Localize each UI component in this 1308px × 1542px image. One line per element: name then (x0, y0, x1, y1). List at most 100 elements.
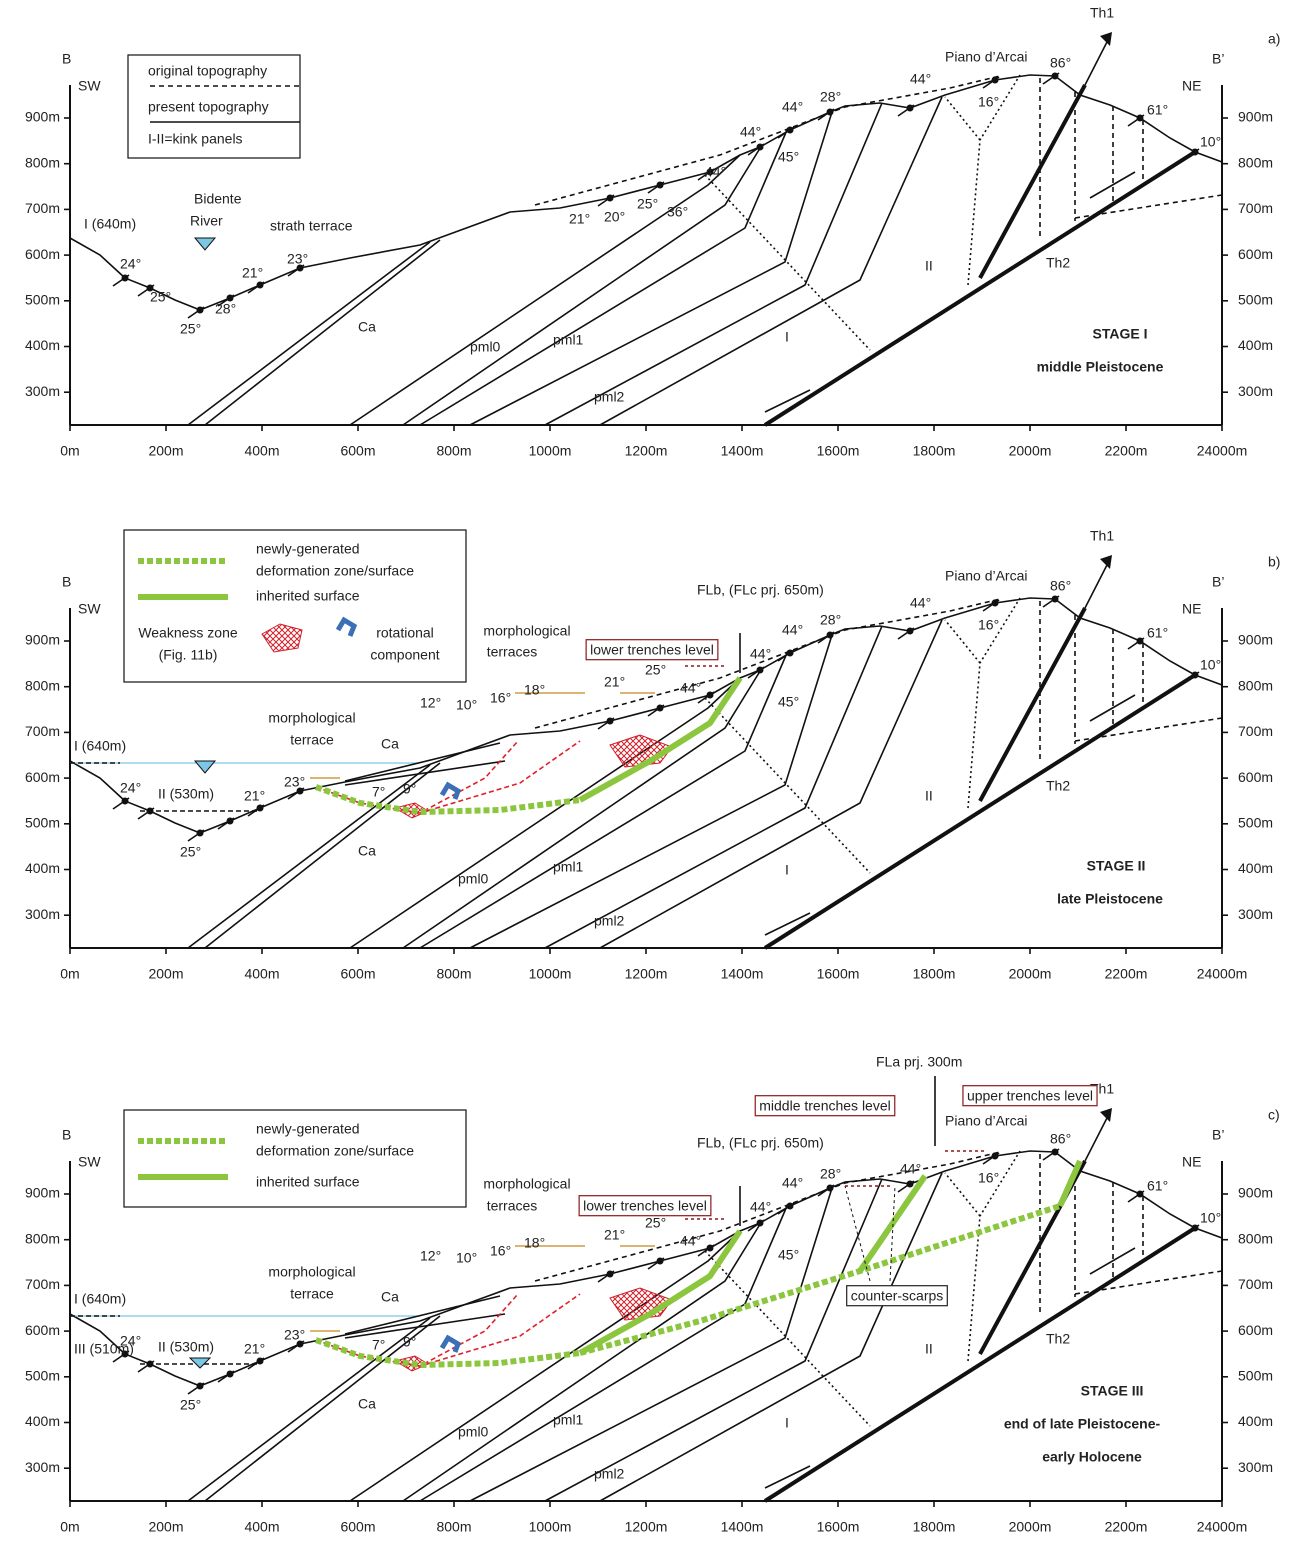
annotation: 36° (667, 204, 688, 220)
annotation: 25° (180, 1397, 201, 1413)
y-tick-label: 500m (25, 1368, 60, 1384)
annotation: morphological (483, 623, 570, 639)
end-label: B’ (1212, 51, 1224, 67)
annotation: 86° (1050, 578, 1071, 594)
annotation: 45° (778, 694, 799, 710)
annotation: morphological (483, 1176, 570, 1192)
annotation: terraces (487, 1198, 538, 1214)
annotation: 16° (490, 1243, 511, 1259)
bedding (205, 240, 440, 425)
legend-entry: inherited surface (256, 588, 360, 604)
x-tick-label: 2000m (1009, 966, 1052, 982)
x-tick-label: 1200m (625, 966, 668, 982)
x-tick-label: 200m (148, 443, 183, 459)
x-tick-label: 24000m (1197, 443, 1248, 459)
original-topography (535, 599, 1000, 728)
annotation: pml2 (594, 913, 625, 929)
y-tick-label: 800m (1238, 154, 1273, 170)
end-label: B (62, 51, 71, 67)
annotation: Th1 (1090, 5, 1114, 21)
legend-entry: component (370, 647, 439, 663)
annotation: II (530m) (158, 1339, 214, 1355)
x-tick-label: 1400m (721, 1519, 764, 1535)
annotation: Bidente (194, 191, 242, 207)
annotation: 44° (782, 1175, 803, 1191)
x-tick-label: 1000m (529, 443, 572, 459)
bedding (545, 1179, 882, 1501)
y-tick-label: 300m (1238, 1459, 1273, 1475)
annotation: I (640m) (74, 738, 126, 754)
y-tick-label: 500m (1238, 292, 1273, 308)
legend-entry: I-II=kink panels (148, 131, 243, 147)
y-tick-label: 600m (1238, 769, 1273, 785)
x-tick-label: 800m (436, 443, 471, 459)
legend-entry: inherited surface (256, 1174, 360, 1190)
x-tick-label: 1200m (625, 1519, 668, 1535)
annotation: FLb, (FLc prj. 650m) (697, 1135, 824, 1151)
annotation: 16° (978, 94, 999, 110)
y-tick-label: 500m (25, 292, 60, 308)
annotation: 44° (705, 164, 726, 180)
original-topography (535, 76, 1000, 205)
annotation: terrace (290, 1286, 334, 1302)
x-tick-label: 0m (60, 443, 79, 459)
y-tick-label: 300m (25, 906, 60, 922)
x-tick-label: 1000m (529, 1519, 572, 1535)
annotation: Piano d’Arcai (945, 568, 1028, 584)
y-tick-label: 700m (25, 1276, 60, 1292)
x-tick-label: 1000m (529, 966, 572, 982)
y-tick-label: 900m (25, 109, 60, 125)
thrust-th1-tip (1085, 40, 1108, 85)
annotation: Ca (358, 1396, 376, 1412)
annotation: 28° (820, 1166, 841, 1182)
terrace-line (345, 743, 500, 781)
annotation: 44° (782, 622, 803, 638)
annotation: 25° (150, 289, 171, 305)
x-tick-label: 800m (436, 966, 471, 982)
end-label: B (62, 1127, 71, 1143)
pointer (845, 1186, 870, 1281)
annotation: 44° (680, 1233, 701, 1249)
annotation: II (925, 1341, 933, 1357)
annotation: Th2 (1046, 255, 1070, 271)
rotation-icon (442, 1338, 458, 1352)
y-tick-label: 400m (1238, 860, 1273, 876)
bedding (188, 765, 430, 948)
annotation: 7° (372, 784, 385, 800)
y-tick-label: 700m (1238, 200, 1273, 216)
annotation: upper trenches level (967, 1088, 1093, 1104)
x-tick-label: 24000m (1197, 1519, 1248, 1535)
annotation: Ca (358, 843, 376, 859)
annotation: 21° (244, 1341, 265, 1357)
y-tick-label: 600m (1238, 1322, 1273, 1338)
x-tick-label: 0m (60, 1519, 79, 1535)
terrace-line (345, 761, 505, 785)
inherited-surface (580, 678, 740, 800)
thrust-th2 (765, 675, 1195, 948)
annotation: morphological (268, 1264, 355, 1280)
y-tick-label: 300m (25, 383, 60, 399)
x-tick-label: 24000m (1197, 966, 1248, 982)
annotation: pml1 (553, 859, 584, 875)
x-tick-label: 400m (244, 1519, 279, 1535)
y-tick-label: 500m (25, 815, 60, 831)
annotation: 24° (120, 780, 141, 796)
y-tick-label: 800m (25, 154, 60, 170)
stage-title: STAGE III (1081, 1383, 1144, 1399)
bedding (350, 155, 740, 425)
x-tick-label: 400m (244, 443, 279, 459)
y-tick-label: 900m (1238, 109, 1273, 125)
annotation: 20° (604, 209, 625, 225)
annotation: 44° (782, 99, 803, 115)
x-tick-label: 2200m (1105, 1519, 1148, 1535)
annotation: 16° (978, 617, 999, 633)
y-tick-label: 600m (25, 769, 60, 785)
x-tick-label: 1400m (721, 966, 764, 982)
bedding (188, 242, 430, 425)
annotation: terrace (290, 732, 334, 748)
annotation: terraces (487, 644, 538, 660)
bedding (420, 130, 787, 425)
x-tick-label: 1800m (913, 1519, 956, 1535)
annotation: 9° (403, 781, 416, 797)
annotation: Th1 (1090, 528, 1114, 544)
